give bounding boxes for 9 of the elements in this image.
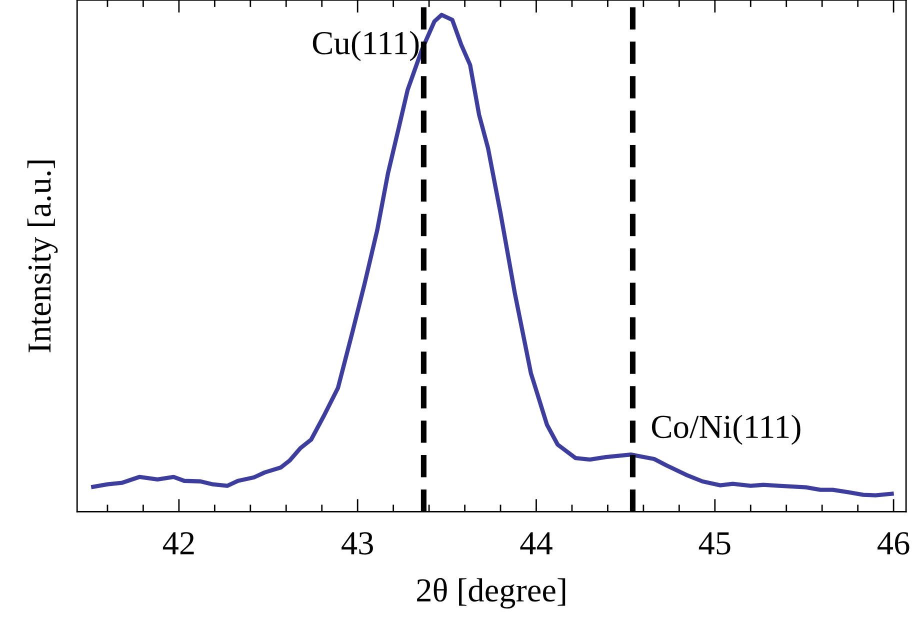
x-tick-label: 45 <box>698 532 730 555</box>
x-tick-label: 46 <box>878 532 910 555</box>
x-tick-label: 43 <box>342 532 373 555</box>
x-tick-label: 42 <box>162 532 194 554</box>
x-tick-label: 44 <box>520 532 552 554</box>
y-axis-title: Intensity [a.u.] <box>27 160 58 352</box>
ref-line-label: Cu(111) <box>312 30 419 62</box>
x-axis-title: 2θ [degree] <box>417 578 566 609</box>
ref-line-label: Co/Ni(111) <box>652 414 800 445</box>
